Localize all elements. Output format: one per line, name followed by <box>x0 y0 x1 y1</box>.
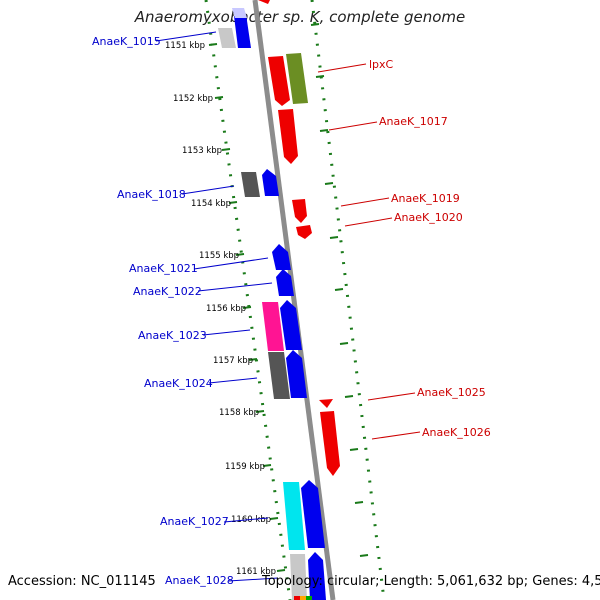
kbp-label: 1157 kbp <box>213 356 253 366</box>
kbp-label: 1155 kbp <box>199 251 239 261</box>
gene-anaek-1025[interactable] <box>319 399 333 408</box>
gene-label-anaek-1025: AnaeK_1025 <box>417 386 486 399</box>
kbp-label: 1153 kbp <box>182 146 222 156</box>
gene-label-lpxc: lpxC <box>369 58 394 71</box>
gene-anaek-1018[interactable] <box>262 169 279 196</box>
gene-label-anaek-1021: AnaeK_1021 <box>129 262 198 275</box>
gene-label-anaek-1026: AnaeK_1026 <box>422 426 491 439</box>
gene-anaek-1027[interactable] <box>301 480 325 548</box>
outer-tick-ring <box>310 0 386 600</box>
kbp-label: 1154 kbp <box>191 199 231 209</box>
kbp-label: 1152 kbp <box>173 94 213 104</box>
gene-anaek-1027-cog[interactable] <box>283 482 305 550</box>
gene-anaek-1026[interactable] <box>320 411 340 476</box>
gene-label-anaek-1028: AnaeK_1028 <box>165 574 234 587</box>
gene-anaek-1015-top <box>232 8 247 18</box>
gene-anaek-1021[interactable] <box>272 244 291 270</box>
gene-label-anaek-1015: AnaeK_1015 <box>92 35 161 48</box>
gene-anaek-1028-cog[interactable] <box>290 554 307 600</box>
gene-anaek-1028[interactable] <box>308 552 326 600</box>
kbp-ticks-outer <box>310 23 369 557</box>
gene-label-anaek-1024: AnaeK_1024 <box>144 377 213 390</box>
gene-anaek-1023[interactable] <box>280 300 302 350</box>
gene-lpxc-cog[interactable] <box>286 53 308 104</box>
gene-anaek-1022[interactable] <box>276 269 294 296</box>
gene-label-anaek-1027: AnaeK_1027 <box>160 515 229 528</box>
kbp-ticks-inner <box>208 43 286 572</box>
map-title: Anaeromyxobacter sp. K, complete genome <box>134 8 466 26</box>
gene-lpxc[interactable] <box>268 56 290 106</box>
inner-tick-ring <box>204 0 292 600</box>
kbp-label: 1156 kbp <box>206 304 246 314</box>
gene-label-anaek-1022: AnaeK_1022 <box>133 285 202 298</box>
gene-anaek-1024[interactable] <box>286 350 307 398</box>
kbp-label: 1161 kbp <box>236 567 276 577</box>
gene-anaek-1015[interactable] <box>234 14 251 48</box>
gene-anaek-1024-cog[interactable] <box>268 352 290 399</box>
gene-anaek-1017[interactable] <box>278 109 298 164</box>
right-leader-lines <box>317 63 421 440</box>
gene-anaek-1023-cog[interactable] <box>262 302 284 351</box>
left-leader-lines <box>155 31 279 582</box>
kbp-label: 1159 kbp <box>225 462 265 472</box>
accession-text: Accession: NC_011145 <box>8 574 156 589</box>
gene-anaek-1018-cog[interactable] <box>241 172 260 197</box>
gene-label-anaek-1017: AnaeK_1017 <box>379 115 448 128</box>
kbp-label: 1158 kbp <box>219 408 259 418</box>
forward-genes <box>218 8 326 600</box>
gene-anaek-1020[interactable] <box>296 225 312 239</box>
color-strip <box>294 596 312 600</box>
reverse-genes <box>268 53 340 476</box>
topology-text: Topology: circular; Length: 5,061,632 bp… <box>262 574 600 589</box>
gene-label-anaek-1023: AnaeK_1023 <box>138 329 207 342</box>
gene-label-anaek-1018: AnaeK_1018 <box>117 188 186 201</box>
kbp-label: 1151 kbp <box>165 41 205 51</box>
gene-anaek-1015-cog[interactable] <box>218 28 236 48</box>
gene-label-anaek-1019: AnaeK_1019 <box>391 192 460 205</box>
gene-label-anaek-1020: AnaeK_1020 <box>394 211 463 224</box>
genome-backbone <box>252 0 336 600</box>
gene-anaek-1019[interactable] <box>292 199 307 223</box>
gene-partial-top <box>258 0 270 4</box>
